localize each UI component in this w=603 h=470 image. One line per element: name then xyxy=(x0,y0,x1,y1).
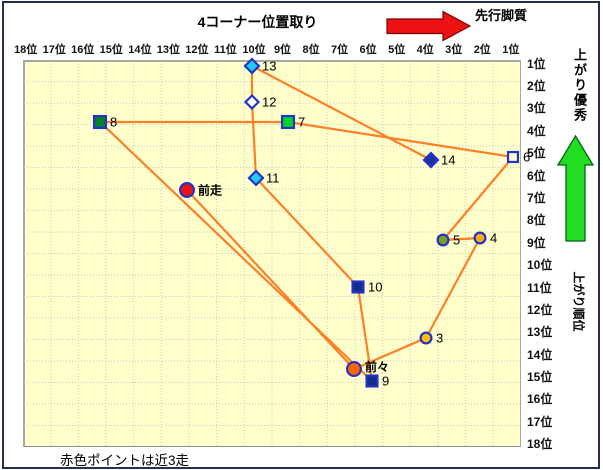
y-axis-tick: 3位 xyxy=(527,101,546,116)
point-marker-6 xyxy=(506,150,520,164)
race-path-line xyxy=(98,64,515,383)
y-axis-tick: 7位 xyxy=(527,190,546,205)
point-marker-7 xyxy=(280,114,296,130)
point-marker-10 xyxy=(351,280,365,294)
point-marker-8 xyxy=(92,114,108,130)
x-axis-tick: 15位 xyxy=(99,44,123,56)
point-label-4: 4 xyxy=(490,231,497,246)
point-marker-3 xyxy=(419,331,433,345)
point-label-8: 8 xyxy=(110,115,117,130)
y-axis-tick: 13位 xyxy=(527,325,553,340)
y-axis-tick: 8位 xyxy=(527,213,546,228)
x-axis-tick: 6位 xyxy=(359,44,377,56)
x-axis-tick: 14位 xyxy=(128,44,152,56)
y-axis-tick: 10位 xyxy=(527,258,553,273)
point-label-5: 5 xyxy=(453,233,460,248)
point-marker-9 xyxy=(365,374,379,388)
agari-excellent-label: 上がり優秀 xyxy=(572,48,587,123)
x-axis-tick: 9位 xyxy=(273,44,292,56)
agari-rank-label: 上がり順位 xyxy=(571,271,586,332)
y-axis-tick: 15位 xyxy=(527,370,553,385)
y-axis-tick: 14位 xyxy=(527,347,553,362)
y-axis-tick: 1位 xyxy=(527,56,546,71)
point-label-12: 12 xyxy=(262,95,276,110)
y-axis-tick: 6位 xyxy=(527,168,546,183)
legend-note: 赤色ポイントは近3走 xyxy=(60,453,190,468)
y-axis-tick: 5位 xyxy=(527,146,546,161)
x-axis-tick: 2位 xyxy=(473,44,491,56)
point-marker-12 xyxy=(243,93,261,111)
x-axis-tick: 3位 xyxy=(445,44,463,56)
x-axis-tick: 17位 xyxy=(42,44,66,56)
x-axis-tick: 5位 xyxy=(388,44,406,56)
point-label-6: 6 xyxy=(523,150,530,165)
y-axis-tick: 9位 xyxy=(527,235,546,250)
x-axis-tick: 12位 xyxy=(185,44,209,56)
point-label-9: 9 xyxy=(382,374,389,389)
y-axis-tick: 18位 xyxy=(527,437,553,452)
point-label-3: 3 xyxy=(436,331,443,346)
point-marker-14 xyxy=(422,151,440,169)
point-label-前々: 前々 xyxy=(365,359,389,374)
green-up-arrow-icon xyxy=(556,134,595,242)
point-label-7: 7 xyxy=(298,115,305,130)
point-label-前走: 前走 xyxy=(198,183,222,198)
x-axis-tick: 4位 xyxy=(416,44,434,56)
point-marker-4 xyxy=(473,231,487,245)
x-axis-tick: 1位 xyxy=(502,44,520,56)
x-axis-tick: 11位 xyxy=(214,44,237,56)
x-axis-tick: 10位 xyxy=(242,44,266,56)
x-axis-tick: 13位 xyxy=(156,44,180,56)
y-axis-tick: 16位 xyxy=(527,392,553,407)
point-marker-前走 xyxy=(179,182,196,199)
front-runner-label: 先行脚質 xyxy=(475,8,528,23)
point-label-11: 11 xyxy=(266,171,280,186)
point-label-14: 14 xyxy=(441,153,455,168)
x-axis-tick: 7位 xyxy=(331,44,349,56)
red-right-arrow-icon xyxy=(386,10,472,42)
y-axis-tick: 2位 xyxy=(527,79,546,94)
x-axis-tick: 16位 xyxy=(71,44,95,56)
x-axis-tick: 8位 xyxy=(302,44,320,56)
y-axis-tick: 17位 xyxy=(527,414,553,429)
chart-title: 4コーナー位置取り xyxy=(197,14,318,30)
point-marker-5 xyxy=(436,233,450,247)
point-marker-前々 xyxy=(346,361,363,378)
point-label-10: 10 xyxy=(368,280,382,295)
y-axis-tick: 4位 xyxy=(527,123,546,138)
y-axis-tick: 12位 xyxy=(527,302,553,317)
point-marker-11 xyxy=(247,169,265,187)
y-axis-tick: 11位 xyxy=(527,280,552,295)
x-axis-tick: 18位 xyxy=(14,44,38,56)
point-marker-13 xyxy=(243,57,261,75)
point-label-13: 13 xyxy=(262,59,276,74)
